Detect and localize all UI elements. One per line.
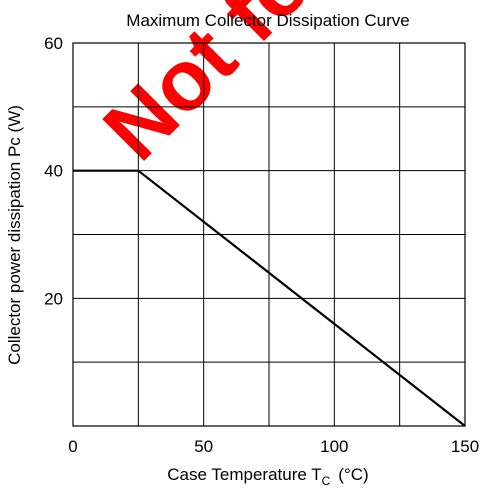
chart-title: Maximum Collector Dissipation Curve <box>126 11 409 30</box>
series-layer <box>73 169 466 427</box>
y-tick-label: 20 <box>44 289 63 308</box>
x-axis-label-main: Case Temperature T <box>167 465 321 484</box>
grid-lines <box>72 42 466 427</box>
y-axis-label: Collector power dissipation Pc (W) <box>5 105 24 365</box>
y-tick-label: 60 <box>44 34 63 53</box>
x-tick-labels: 0 50 100 150 <box>68 437 479 456</box>
x-tick-label: 100 <box>320 437 348 456</box>
plot-frame <box>72 42 466 427</box>
x-tick-label: 0 <box>68 437 77 456</box>
y-tick-label: 40 <box>44 162 63 181</box>
y-tick-labels: 20 40 60 <box>44 34 63 308</box>
series-line <box>73 169 466 427</box>
x-axis-label-subscript: C <box>322 474 331 488</box>
x-axis-label: Case Temperature TC (°C) <box>167 465 368 488</box>
x-tick-label: 150 <box>451 437 479 456</box>
x-tick-label: 50 <box>194 437 213 456</box>
x-axis-label-unit: (°C) <box>338 465 368 484</box>
